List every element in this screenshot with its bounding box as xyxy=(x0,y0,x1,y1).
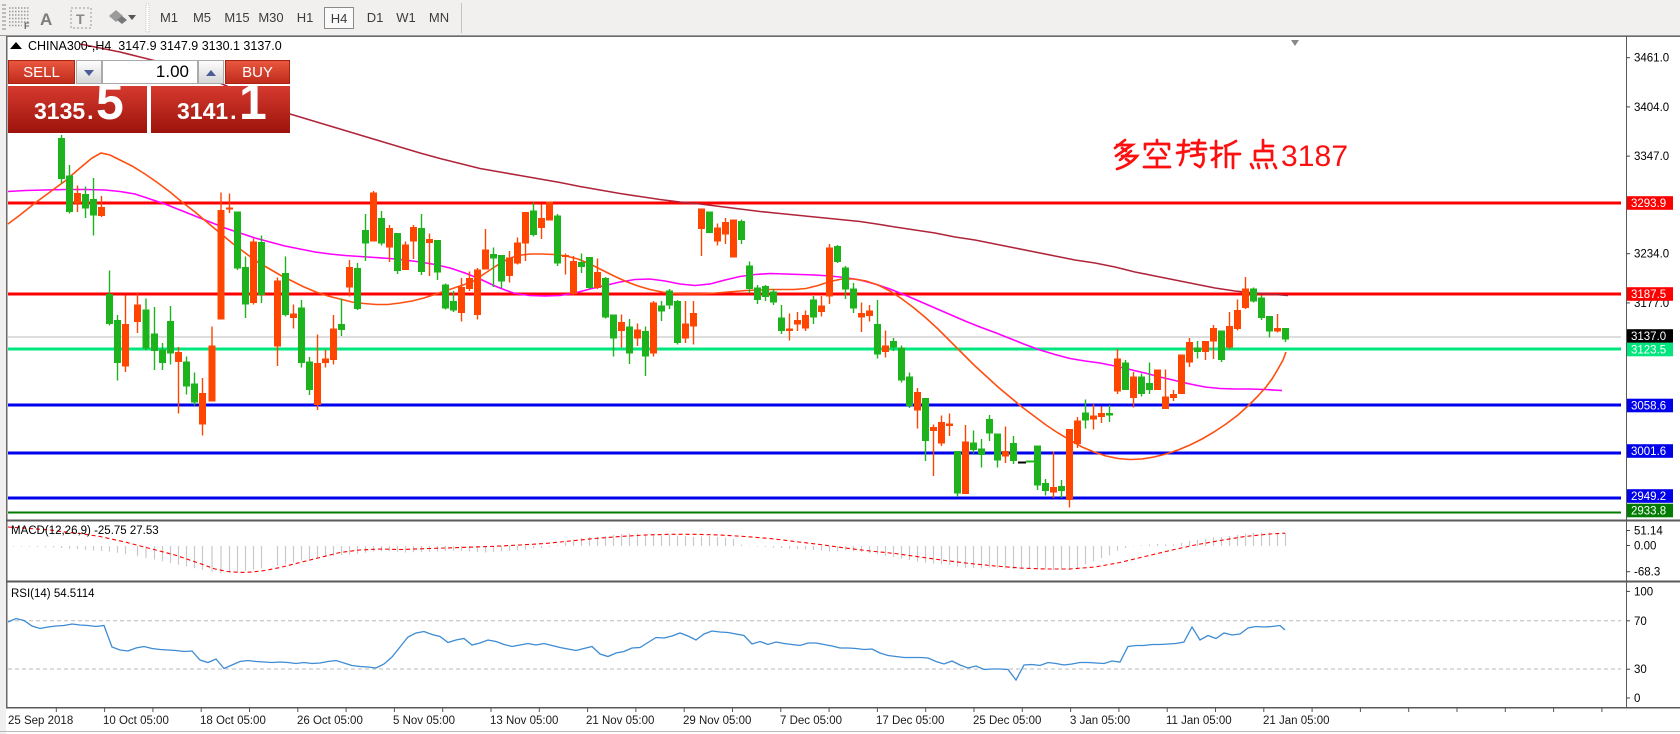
svg-text:11 Jan 05:00: 11 Jan 05:00 xyxy=(1166,715,1232,727)
svg-text:2933.8: 2933.8 xyxy=(1631,506,1666,518)
svg-text:25 Sep 2018: 25 Sep 2018 xyxy=(8,715,73,727)
svg-text:RSI(14) 54.5114: RSI(14) 54.5114 xyxy=(11,588,95,600)
svg-text:3 Jan 05:00: 3 Jan 05:00 xyxy=(1070,715,1130,727)
svg-text:70: 70 xyxy=(1634,616,1647,628)
svg-text:3461.0: 3461.0 xyxy=(1634,53,1669,65)
svg-text:3058.6: 3058.6 xyxy=(1631,401,1666,413)
svg-text:17 Dec 05:00: 17 Dec 05:00 xyxy=(876,715,944,727)
svg-text:5 Nov 05:00: 5 Nov 05:00 xyxy=(393,715,455,727)
svg-text:3293.9: 3293.9 xyxy=(1631,198,1666,210)
svg-text:F: F xyxy=(24,21,30,31)
svg-text:7 Dec 05:00: 7 Dec 05:00 xyxy=(780,715,842,727)
svg-text:10 Oct 05:00: 10 Oct 05:00 xyxy=(103,715,169,727)
svg-text:3001.6: 3001.6 xyxy=(1631,446,1666,458)
svg-text:3234.0: 3234.0 xyxy=(1634,249,1669,261)
svg-text:25 Dec 05:00: 25 Dec 05:00 xyxy=(973,715,1041,727)
svg-text:3347.0: 3347.0 xyxy=(1634,151,1669,163)
svg-text:3187: 3187 xyxy=(1281,140,1348,173)
svg-text:CHINA300-,H4 3147.9 3147.9 31: CHINA300-,H4 3147.9 3147.9 3130.1 3137.0 xyxy=(28,39,282,53)
svg-text:0.00: 0.00 xyxy=(1634,541,1656,553)
svg-text:30: 30 xyxy=(1634,664,1647,676)
svg-text:26 Oct 05:00: 26 Oct 05:00 xyxy=(297,715,363,727)
svg-text:13 Nov 05:00: 13 Nov 05:00 xyxy=(490,715,558,727)
svg-text:29 Nov 05:00: 29 Nov 05:00 xyxy=(683,715,751,727)
svg-text:T: T xyxy=(76,11,85,27)
svg-text:3187.5: 3187.5 xyxy=(1631,289,1666,301)
svg-text:MACD(12,26,9) -25.75 27.53: MACD(12,26,9) -25.75 27.53 xyxy=(11,525,159,537)
svg-text:0: 0 xyxy=(1634,693,1640,705)
svg-text:3123.5: 3123.5 xyxy=(1631,345,1666,357)
svg-text:18 Oct 05:00: 18 Oct 05:00 xyxy=(200,715,266,727)
svg-text:A: A xyxy=(40,10,52,29)
svg-text:3137.0: 3137.0 xyxy=(1631,331,1666,343)
svg-text:2949.2: 2949.2 xyxy=(1631,491,1666,503)
svg-text:51.14: 51.14 xyxy=(1634,526,1663,538)
svg-text:100: 100 xyxy=(1634,586,1653,598)
svg-text:3404.0: 3404.0 xyxy=(1634,102,1669,114)
svg-text:3177.0: 3177.0 xyxy=(1634,298,1669,310)
svg-text:-68.3: -68.3 xyxy=(1634,567,1660,579)
svg-text:21 Jan 05:00: 21 Jan 05:00 xyxy=(1263,715,1330,727)
svg-text:21 Nov 05:00: 21 Nov 05:00 xyxy=(586,715,654,727)
